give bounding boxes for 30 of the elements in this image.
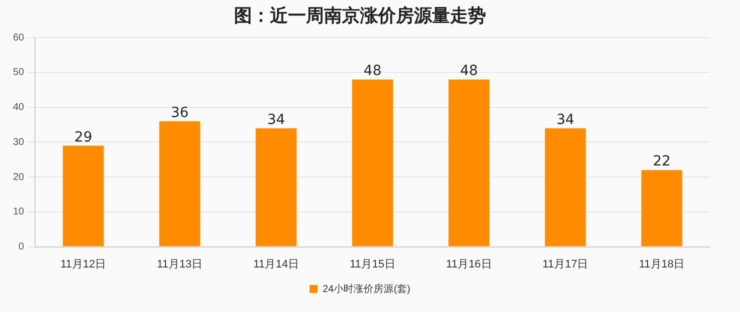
- data-label: 34: [556, 112, 574, 128]
- x-tick-label: 11月15日: [350, 258, 396, 270]
- y-tick-label: 0: [18, 242, 25, 253]
- data-label: 48: [460, 63, 478, 80]
- bar: [62, 146, 104, 246]
- bar: [544, 128, 586, 246]
- bar: [641, 170, 682, 246]
- y-tick-label: 60: [13, 32, 25, 44]
- data-label: 48: [364, 63, 382, 80]
- y-tick-label: 10: [13, 206, 25, 218]
- bar: [352, 79, 394, 246]
- x-tick-label: 11月16日: [446, 258, 492, 270]
- y-tick-label: 40: [13, 102, 25, 114]
- bar: [159, 121, 200, 246]
- x-tick-label: 11月18日: [638, 258, 685, 270]
- data-label: 36: [170, 104, 189, 121]
- data-label: 29: [74, 129, 92, 146]
- legend-label: 24小时涨价房源(套): [322, 282, 410, 295]
- bar: [256, 128, 297, 246]
- data-label: 22: [652, 154, 671, 170]
- x-tick-label: 11月17日: [542, 258, 588, 270]
- x-tick-label: 11月14日: [253, 258, 299, 270]
- y-tick-label: 30: [13, 136, 25, 148]
- bar: [448, 79, 490, 246]
- x-tick-label: 11月12日: [60, 258, 106, 270]
- y-tick-label: 20: [13, 172, 25, 183]
- chart-title: 图：近一周南京涨价房源量走势: [234, 5, 486, 26]
- x-tick-label: 11月13日: [156, 258, 203, 270]
- data-label: 34: [267, 112, 286, 128]
- y-tick-label: 50: [13, 67, 25, 78]
